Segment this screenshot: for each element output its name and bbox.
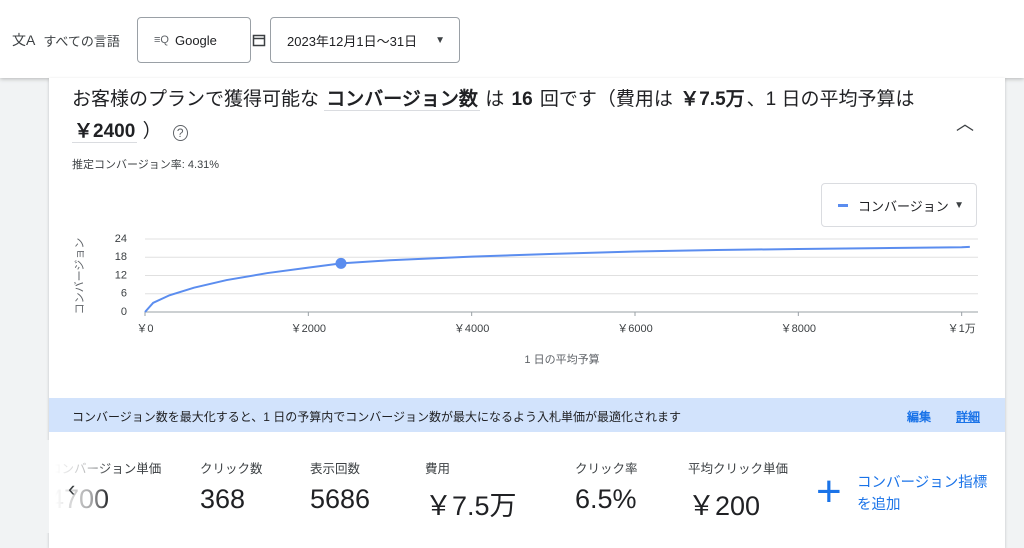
metric-label: クリック率 [575,462,638,476]
summary-text: お客様のプランで獲得可能な [72,89,320,110]
summary-count: 16 [511,89,533,110]
add-metric[interactable]: コンバージョン指標を追加 [857,475,988,513]
network-label: Google [174,32,217,48]
x-axis-label: 1 日の平均予算 [524,352,599,366]
metric-value: ￥7.5万 [425,491,517,521]
metric-value: 368 [200,484,246,514]
x-tick-label: ￥2000 [291,323,326,335]
x-tick-label: ￥0 [136,323,153,335]
series-line [144,245,970,313]
summary-text: ） [142,121,162,142]
dropdown-arrow: ▼ [954,199,964,211]
help-icon[interactable]: ? [172,125,188,141]
language-selector[interactable]: 文A すべての言語 [12,30,120,50]
edit-link[interactable]: 編集 [907,410,932,424]
x-tick-label: ￥1万 [948,323,976,335]
x-tick-label: ￥8000 [781,323,816,335]
y-tick-label: 6 [121,288,127,300]
plan-card [49,78,1005,548]
collapse-icon[interactable]: ︿ [956,114,974,134]
y-tick-label: 0 [121,306,127,318]
metric-label: クリック数 [200,462,263,476]
series-selector[interactable]: コンバージョン ▼ [821,183,977,227]
conversion-rate: 推定コンバージョン率: 4.31% [72,159,220,171]
info-text: コンバージョン数を最大化すると、1 日の予算内でコンバージョン数が最大になるよう… [72,410,682,424]
metric-label: 表示回数 [310,462,361,476]
x-tick-label: ￥4000 [454,323,489,335]
date-label: 2023年12月1日～31日 [287,33,418,49]
info-bar: コンバージョン数を最大化すると、1 日の予算内でコンバージョン数が最大になるよう… [49,398,1005,432]
summary-title: お客様のプランで獲得可能な コンバージョン数 は 16 回です（費用は ￥7.5… [72,84,952,149]
summary-cost: ￥7.5万 [680,89,745,110]
translate-icon: 文A [12,32,36,48]
scroll-fade [49,440,109,533]
date-selector[interactable]: 2023年12月1日～31日 ▼ [270,17,460,63]
legend-label: コンバージョン [858,198,949,214]
details-link[interactable]: 詳細 [956,410,981,424]
network-selector[interactable]: ≡Q Google [137,17,251,63]
add-icon[interactable]: + [816,467,842,516]
metrics-row: コンバージョン単価4700クリック数368表示回数5686費用￥7.5万クリック… [49,462,789,521]
chart: コンバージョン 1 日の平均予算 0 6 12 18 24 ￥0 ￥2000 ￥4000 ￥60… [73,233,978,366]
dropdown-arrow: ▼ [435,34,445,46]
calendar-icon [252,34,266,47]
selected-point [335,257,347,269]
metric-value: 5686 [310,484,371,514]
toolbar: 文A すべての言語 ≡Q Google 2023年12月1日～31日 ▼ [0,0,1024,78]
y-tick-label: 24 [115,233,127,245]
summary-budget[interactable]: ￥2400 [72,121,138,143]
summary-text: 、1 日の平均予算は [746,89,915,110]
metric-value: ￥200 [688,491,761,521]
summary-metric[interactable]: コンバージョン数 [324,89,480,111]
y-tick-label: 18 [115,251,127,263]
legend-swatch [838,203,848,207]
search-icon: ≡Q [154,34,169,46]
summary-text: は [485,89,505,110]
summary-text: 回です（費用は [539,89,673,110]
gutter [0,440,49,533]
metric-label: 費用 [425,462,451,476]
metric-value: 6.5% [575,484,637,514]
metric-label: 平均クリック単価 [688,462,789,476]
x-tick-label: ￥6000 [617,323,652,335]
language-label: すべての言語 [43,33,120,49]
scroll-left[interactable]: ‹ [68,476,76,501]
y-tick-label: 12 [115,269,127,281]
y-axis-label: コンバージョン [73,238,86,315]
